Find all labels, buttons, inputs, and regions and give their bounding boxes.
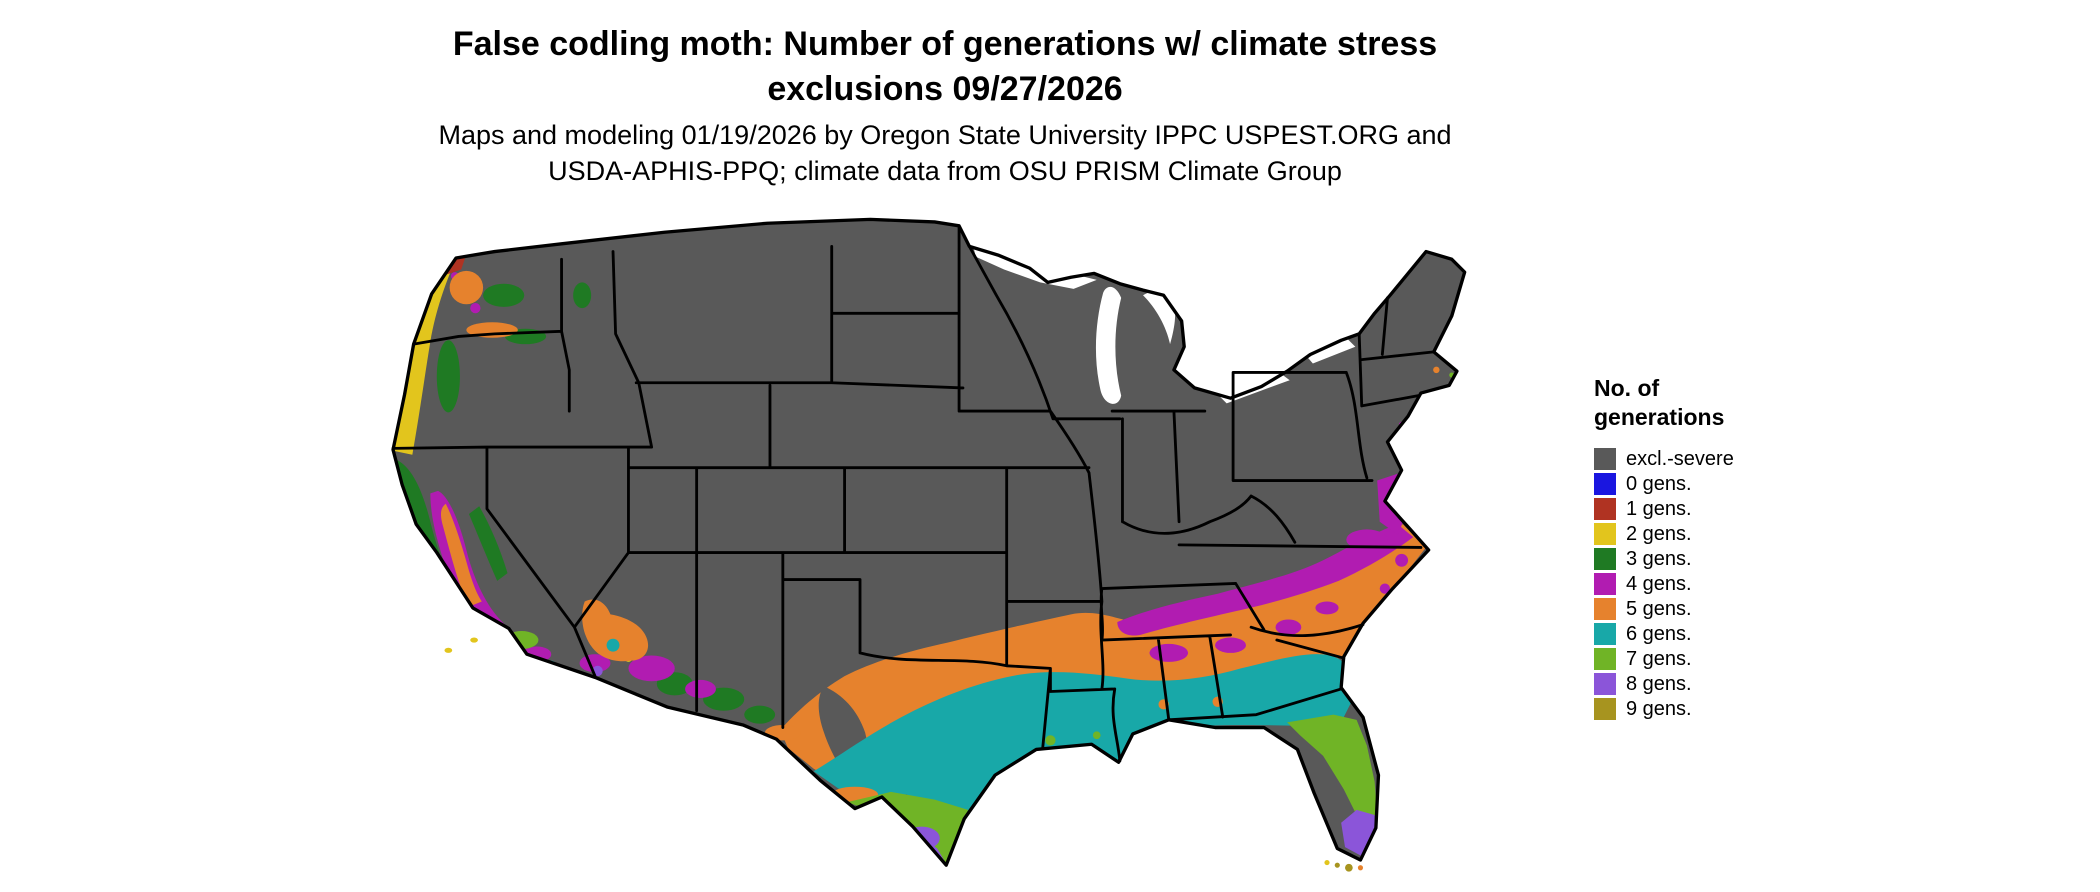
- channel-island-spot: [444, 647, 453, 653]
- region-3gens: [393, 282, 776, 724]
- legend-swatch-8-gens: [1594, 673, 1616, 696]
- legend-label: 4 gens.: [1626, 572, 1692, 595]
- legend-label: 5 gens.: [1626, 597, 1692, 620]
- legend-swatch-excl-severe: [1594, 448, 1616, 471]
- title-line-2: exclusions 09/27/2026: [767, 69, 1123, 108]
- subtitle-line-2: USDA-APHIS-PPQ; climate data from OSU PR…: [548, 155, 1342, 186]
- legend-label: 2 gens.: [1626, 522, 1692, 545]
- legend-item: 5 gens.: [1594, 597, 1894, 622]
- legend-title-line-2: generations: [1594, 404, 1725, 431]
- keys-spot-5gens: [1357, 865, 1364, 871]
- legend-item: 0 gens.: [1594, 472, 1894, 497]
- region-ne-speckles: [1433, 366, 1440, 374]
- legend-swatch-3-gens: [1594, 548, 1616, 571]
- legend-item: 8 gens.: [1594, 672, 1894, 697]
- legend-item: 4 gens.: [1594, 572, 1894, 597]
- subtitle-line-1: Maps and modeling 01/19/2026 by Oregon S…: [438, 120, 1452, 150]
- legend-label: 9 gens.: [1626, 697, 1692, 720]
- title-line-1: False codling moth: Number of generation…: [452, 25, 1438, 63]
- legend-item: excl.-severe: [1594, 447, 1894, 472]
- legend-label: excl.-severe: [1626, 447, 1734, 470]
- us-outline: [391, 217, 1467, 867]
- lake-huron: [1143, 291, 1176, 345]
- legend-label: 8 gens.: [1626, 672, 1692, 695]
- legend-swatch-1-gens: [1594, 498, 1616, 521]
- lake-ontario: [1305, 337, 1356, 364]
- legend-item: 2 gens.: [1594, 522, 1894, 547]
- legend-label: 0 gens.: [1626, 472, 1692, 495]
- keys-spot-9gens: [1345, 863, 1353, 872]
- legend-label: 1 gens.: [1626, 497, 1692, 520]
- state-borders: [391, 224, 1436, 763]
- legend-label: 6 gens.: [1626, 622, 1692, 645]
- legend-swatch-4-gens: [1594, 573, 1616, 596]
- legend-swatch-9-gens: [1594, 698, 1616, 721]
- legend-label: 3 gens.: [1626, 547, 1692, 570]
- lake-michigan: [1095, 286, 1122, 404]
- legend-item: 6 gens.: [1594, 622, 1894, 647]
- us-generations-map: [391, 217, 1467, 872]
- legend-swatch-7-gens: [1594, 648, 1616, 671]
- legend-swatch-5-gens: [1594, 598, 1616, 621]
- legend-title-line-1: No. of: [1594, 375, 1660, 401]
- legend-title: No. of generations: [1594, 374, 1894, 433]
- legend-item: 3 gens.: [1594, 547, 1894, 572]
- legend-swatch-6-gens: [1594, 623, 1616, 646]
- page-title: False codling moth: Number of generation…: [0, 22, 1890, 112]
- legend-swatch-2-gens: [1594, 523, 1616, 546]
- legend-label: 7 gens.: [1626, 647, 1692, 670]
- legend-item: 9 gens.: [1594, 697, 1894, 722]
- keys-spot-2gens: [1324, 860, 1330, 866]
- legend-item: 7 gens.: [1594, 647, 1894, 672]
- keys-spot-9gens-2: [1334, 862, 1340, 868]
- legend-swatch-0-gens: [1594, 473, 1616, 496]
- legend: No. of generations excl.-severe 0 gens. …: [1594, 374, 1894, 722]
- channel-island-spot-2: [470, 637, 478, 643]
- page-subtitle: Maps and modeling 01/19/2026 by Oregon S…: [0, 118, 1890, 189]
- islands-and-keys: [444, 637, 1364, 872]
- legend-item: 1 gens.: [1594, 497, 1894, 522]
